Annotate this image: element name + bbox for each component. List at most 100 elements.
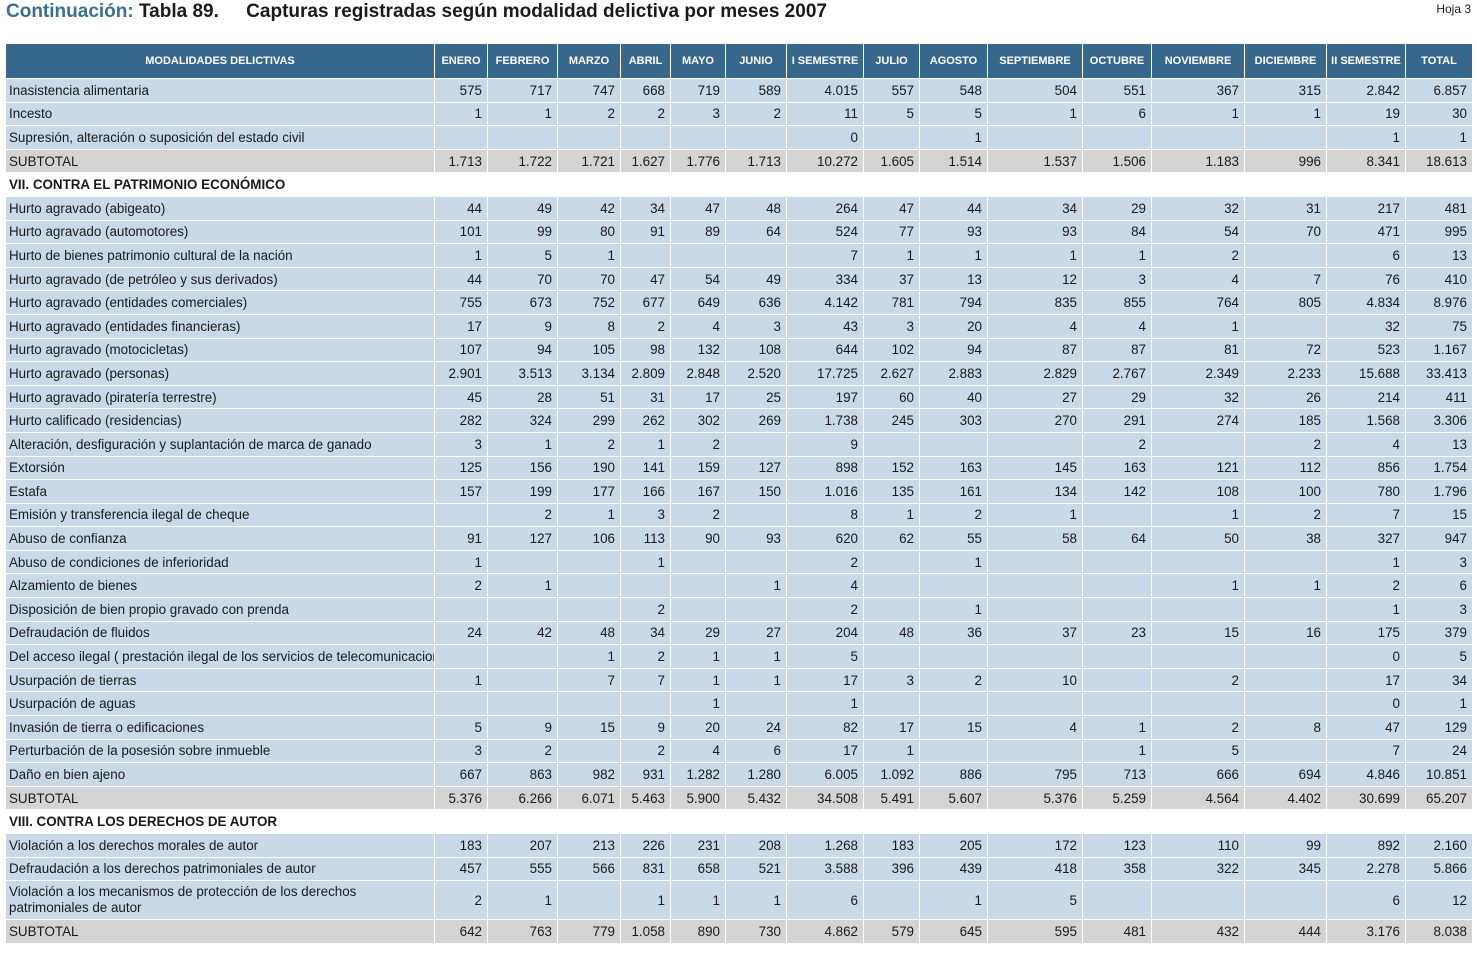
table-cell: 6 xyxy=(725,738,787,764)
table-row: Alzamiento de bienes 2 1 1 4 1 1 2 6 xyxy=(5,573,1473,599)
table-cell: 110 xyxy=(1151,833,1245,858)
table-cell: 3 xyxy=(620,502,671,528)
table-cell: 10.851 xyxy=(1405,762,1473,787)
table-cell: 719 xyxy=(670,78,726,103)
table-cell: 17 xyxy=(434,313,488,339)
table-cell: 5 xyxy=(987,880,1083,921)
table-cell: 2 xyxy=(725,101,787,127)
table-cell: 898 xyxy=(786,455,864,481)
row-label: Usurpación de aguas xyxy=(5,691,435,717)
table-cell: 80 xyxy=(557,219,621,245)
table-cell: 44 xyxy=(434,195,488,221)
table-cell: 47 xyxy=(620,266,671,292)
table-cell: 65.207 xyxy=(1405,785,1473,811)
table-cell: 42 xyxy=(487,620,558,646)
table-cell: 8 xyxy=(557,313,621,339)
table-cell: 91 xyxy=(620,219,671,245)
table-cell xyxy=(487,125,558,150)
column-header-mayo: MAYO xyxy=(670,43,726,79)
table-cell: 1 xyxy=(1405,691,1473,717)
table-cell: 1 xyxy=(1151,573,1245,599)
table-cell: 4.834 xyxy=(1326,290,1406,315)
table-cell: 1.016 xyxy=(786,479,864,504)
table-cell xyxy=(1244,667,1327,693)
table-cell: 29 xyxy=(1082,384,1152,410)
table-cell: 93 xyxy=(725,526,787,551)
row-label: SUBTOTAL xyxy=(5,148,435,174)
table-cell xyxy=(863,597,920,622)
table-cell: 1.754 xyxy=(1405,455,1473,481)
table-cell xyxy=(1082,880,1152,921)
table-cell: 72 xyxy=(1244,337,1327,363)
table-cell: 48 xyxy=(863,620,920,646)
table-cell xyxy=(725,243,787,268)
subtotal-row: SUBTOTAL 642 763 779 1.058 890 730 4.862 579 645 5… xyxy=(5,919,1473,944)
section-heading-row: VIII. CONTRA LOS DERECHOS DE AUTOR xyxy=(5,809,1473,834)
table-cell: 4 xyxy=(987,313,1083,339)
table-cell: 835 xyxy=(987,290,1083,315)
table-cell: 208 xyxy=(725,833,787,858)
table-row: Usurpación de tierras 1 7 7 1 1 17 3 2 10 2 17 34 xyxy=(5,667,1473,693)
table-cell: 3 xyxy=(1082,266,1152,292)
table-cell: 7 xyxy=(620,667,671,693)
table-cell xyxy=(863,573,920,599)
table-cell: 197 xyxy=(786,384,864,410)
table-cell xyxy=(487,667,558,693)
table-row: Invasión de tierra o edificaciones 5 9 15 9 2… xyxy=(5,715,1473,740)
row-label: Hurto agravado (piratería terrestre) xyxy=(5,384,435,410)
table-cell: 51 xyxy=(557,384,621,410)
row-label: Perturbación de la posesión sobre inmueb… xyxy=(5,738,435,764)
table-cell: 3 xyxy=(863,313,920,339)
table-cell: 11 xyxy=(786,101,864,127)
table-cell: 1 xyxy=(620,431,671,457)
table-cell: 3 xyxy=(434,738,488,764)
table-row: Abuso de confianza 91 127 106 113 90 93 620 62 55… xyxy=(5,526,1473,551)
table-cell xyxy=(1082,125,1152,150)
table-cell: 2 xyxy=(434,880,488,921)
table-cell: 166 xyxy=(620,479,671,504)
table-row: Defraudación de fluidos 24 42 48 34 29 27 204 48… xyxy=(5,620,1473,646)
table-cell: 1 xyxy=(1151,313,1245,339)
table-cell: 636 xyxy=(725,290,787,315)
row-label: Usurpación de tierras xyxy=(5,667,435,693)
table-cell: 5.463 xyxy=(620,785,671,811)
table-cell: 1 xyxy=(725,644,787,669)
table-cell xyxy=(725,549,787,575)
table-cell: 457 xyxy=(434,856,488,882)
table-cell: 1.537 xyxy=(987,148,1083,174)
table-cell: 1.627 xyxy=(620,148,671,174)
table-cell: 2 xyxy=(670,431,726,457)
table-cell: 5.491 xyxy=(863,785,920,811)
table-cell: 1.183 xyxy=(1151,148,1245,174)
data-table: MODALIDADES DELICTIVAS ENERO FEBRERO MARZO A… xyxy=(5,43,1473,944)
table-cell: 396 xyxy=(863,856,920,882)
table-cell: 6 xyxy=(1405,573,1473,599)
title-bar: Continuación: Tabla 89. Capturas registr… xyxy=(6,0,1471,26)
column-header-marzo: MARZO xyxy=(557,43,621,79)
table-cell: 29 xyxy=(1082,195,1152,221)
row-label: Violación a los mecanismos de protección… xyxy=(5,880,435,921)
table-cell: 27 xyxy=(725,620,787,646)
table-cell: 37 xyxy=(987,620,1083,646)
table-cell: 410 xyxy=(1405,266,1473,292)
table-cell: 2 xyxy=(620,738,671,764)
row-label: Estafa xyxy=(5,479,435,504)
table-cell xyxy=(863,125,920,150)
table-cell: 2 xyxy=(1326,573,1406,599)
table-cell: 713 xyxy=(1082,762,1152,787)
table-cell: 2.809 xyxy=(620,361,671,386)
row-label: Abuso de condiciones de inferioridad xyxy=(5,549,435,575)
table-cell: 481 xyxy=(1082,919,1152,944)
table-cell: 204 xyxy=(786,620,864,646)
table-cell: 17 xyxy=(786,738,864,764)
table-cell: 76 xyxy=(1326,266,1406,292)
table-cell: 101 xyxy=(434,219,488,245)
table-cell: 1 xyxy=(670,691,726,717)
table-cell: 9 xyxy=(620,715,671,740)
table-cell: 1.605 xyxy=(863,148,920,174)
table-cell: 892 xyxy=(1326,833,1406,858)
table-cell xyxy=(987,691,1083,717)
row-label: Incesto xyxy=(5,101,435,127)
row-label: Hurto agravado (automotores) xyxy=(5,219,435,245)
table-cell: 1 xyxy=(1326,597,1406,622)
